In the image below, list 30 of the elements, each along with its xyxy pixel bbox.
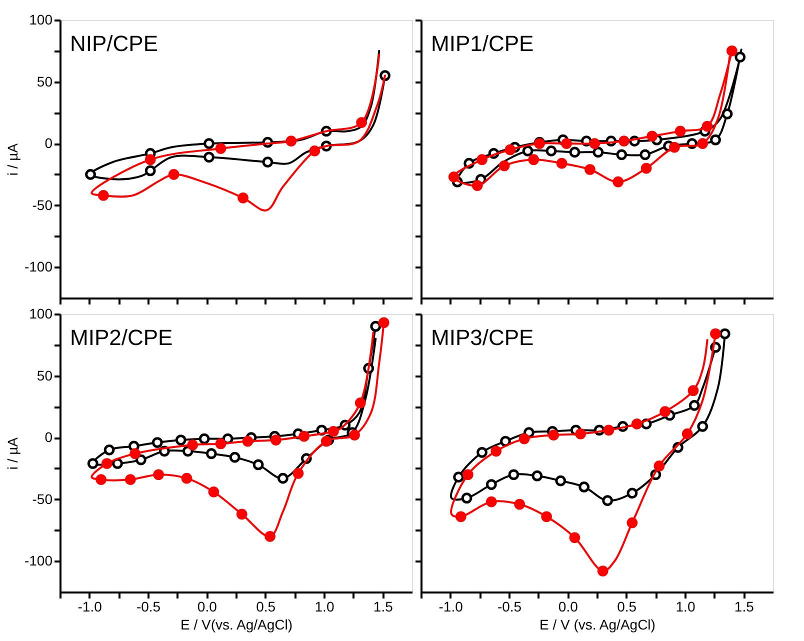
x-axis-title: E / V(vs. Ag/AgCl) <box>180 616 293 632</box>
y-tick-label: -50 <box>32 490 53 507</box>
text: MIP3/CPE <box>431 325 534 350</box>
text: NIP/CPE <box>70 31 158 56</box>
x-tick-label: 0.0 <box>197 598 218 614</box>
x-tick-label: 1.5 <box>734 598 754 614</box>
x-tick-label: 1.5 <box>373 598 394 614</box>
y-tick-label: 0 <box>44 135 53 152</box>
y-tick-label: 100 <box>29 12 53 28</box>
x-tick-label: -0.5 <box>497 598 522 614</box>
x-tick-label: -1.0 <box>438 598 464 614</box>
x-tick-label: -0.5 <box>136 598 161 614</box>
x-tick-label: 1.0 <box>676 598 696 614</box>
x-tick-label: 1.0 <box>314 598 334 614</box>
y-axis-title: i / µA <box>4 142 20 176</box>
y-tick-label: 100 <box>29 306 53 322</box>
y-tick-label: -100 <box>24 258 53 275</box>
y-axis-title: i / µA <box>4 436 20 470</box>
x-axis-title: E / V (vs. Ag/AgCl) <box>540 616 656 632</box>
x-tick-label: 0.5 <box>256 598 276 614</box>
text: MIP1/CPE <box>431 31 534 56</box>
y-tick-label: 50 <box>36 367 53 384</box>
text: MIP2/CPE <box>70 325 173 350</box>
y-tick-label: -50 <box>32 196 53 213</box>
x-tick-label: 0.5 <box>617 598 637 614</box>
y-tick-label: -100 <box>24 552 53 569</box>
y-tick-label: 0 <box>44 429 53 446</box>
x-tick-label: 0.0 <box>558 598 578 614</box>
x-tick-label: -1.0 <box>78 598 102 614</box>
y-tick-label: 50 <box>36 73 53 90</box>
